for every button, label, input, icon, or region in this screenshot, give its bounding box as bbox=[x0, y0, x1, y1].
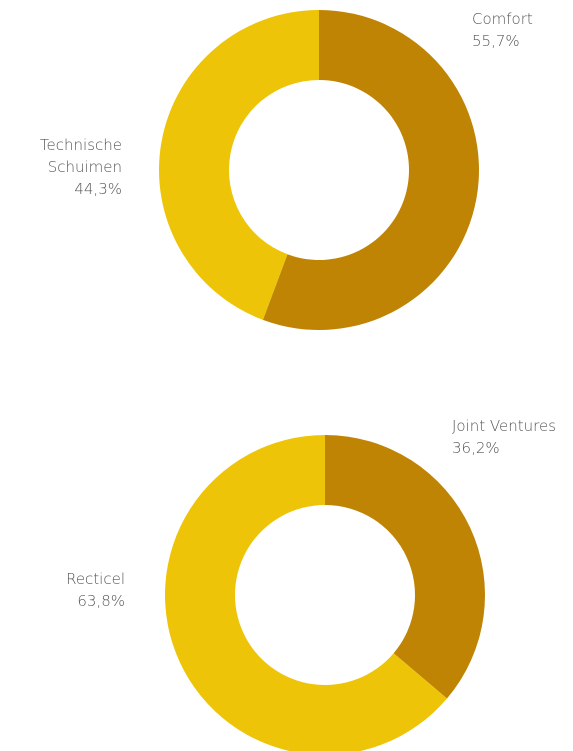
category-label: Recticel bbox=[66, 570, 125, 588]
category-label: Comfort bbox=[472, 10, 533, 28]
donut-segment bbox=[158, 10, 319, 320]
donut-segment bbox=[165, 435, 447, 751]
value-label: 55,7% bbox=[472, 32, 520, 50]
donut-segment bbox=[325, 435, 485, 699]
segment-label: Technische Schuimen 44,3% bbox=[12, 134, 122, 200]
donut-segment bbox=[262, 10, 479, 330]
segment-label: Recticel 63,8% bbox=[15, 568, 125, 612]
category-label: Technische Schuimen bbox=[39, 136, 122, 176]
value-label: 44,3% bbox=[74, 180, 122, 198]
value-label: 63,8% bbox=[77, 592, 125, 610]
value-label: 36,2% bbox=[452, 439, 500, 457]
segment-label: Joint Ventures 36,2% bbox=[452, 415, 572, 459]
segment-label: Comfort 55,7% bbox=[472, 8, 572, 52]
category-label: Joint Ventures bbox=[452, 417, 557, 435]
